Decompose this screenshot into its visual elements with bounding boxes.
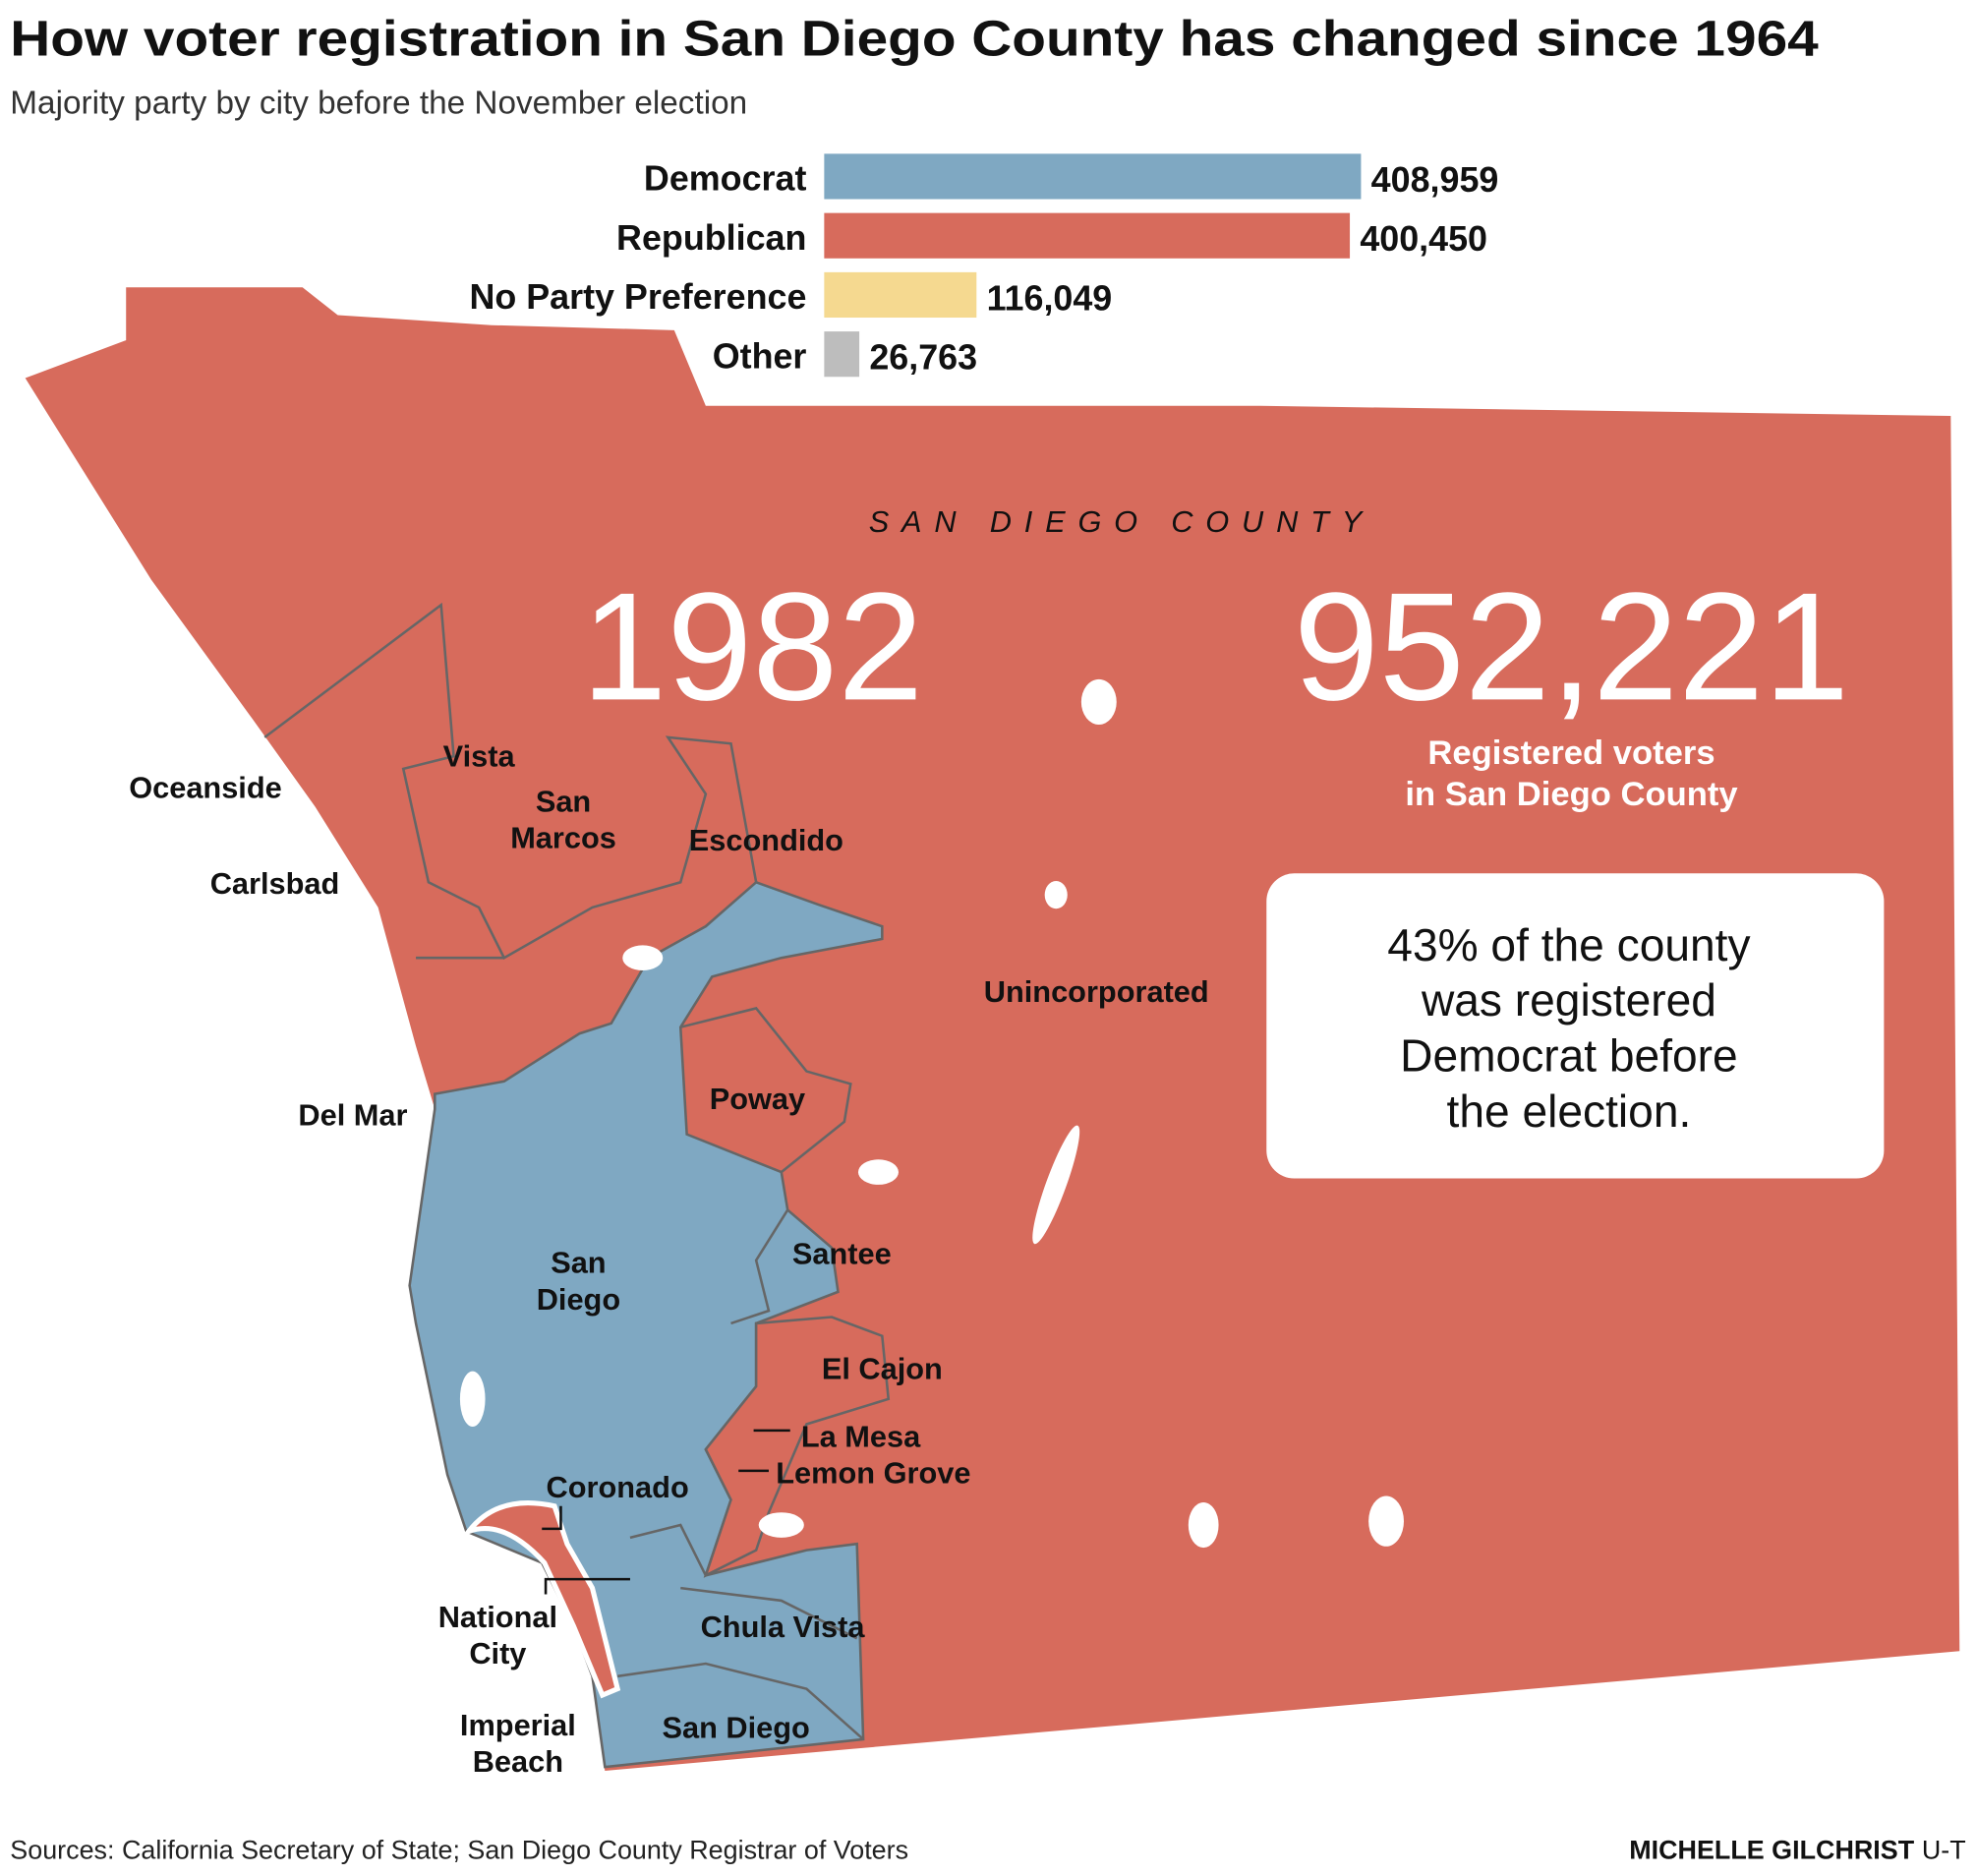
bar xyxy=(824,271,977,319)
callout-line: was registered xyxy=(1421,974,1716,1026)
place-line: Carlsbad xyxy=(210,866,340,901)
city-boundaries xyxy=(263,602,864,1740)
bar xyxy=(824,212,1351,259)
year: 1982 xyxy=(581,560,923,733)
credit-name: MICHELLE GILCHRIST xyxy=(1629,1836,1915,1865)
place-label: Santee xyxy=(792,1237,892,1271)
total-caption: Registered voters xyxy=(1427,734,1714,772)
total-voters: 952,221 xyxy=(1294,560,1849,733)
title: How voter registration in San Diego Coun… xyxy=(10,10,1819,66)
leader-lines xyxy=(542,1429,790,1595)
place-line: San xyxy=(551,1246,606,1280)
place-line: Santee xyxy=(792,1237,892,1271)
category-label: No Party Preference xyxy=(469,277,806,317)
place-label: Carlsbad xyxy=(210,866,340,901)
place-line: El Cajon xyxy=(822,1351,943,1385)
credit-org: U-T xyxy=(1922,1836,1966,1865)
place-line: Escondido xyxy=(689,823,843,857)
source: Sources: California Secretary of State; … xyxy=(10,1836,908,1865)
place-label: Imperial Beach xyxy=(460,1708,576,1779)
place-line: Lemon Grove xyxy=(776,1456,970,1491)
total-caption: in San Diego County xyxy=(1405,776,1738,813)
place-label: Coronado xyxy=(547,1470,689,1504)
category-label: Democrat xyxy=(644,159,807,199)
callout-line: 43% of the county xyxy=(1387,919,1750,970)
value-label: 408,959 xyxy=(1371,160,1499,200)
place-line: Unincorporated xyxy=(984,974,1209,1009)
place-line: Poway xyxy=(710,1082,805,1116)
place-line: Coronado xyxy=(547,1470,689,1504)
place-label: Del Mar xyxy=(298,1098,407,1133)
place-label: Oceanside xyxy=(129,770,282,804)
place-line: Chula Vista xyxy=(701,1610,866,1644)
place-label: National City xyxy=(438,1600,557,1671)
category-label: Other xyxy=(713,336,807,376)
callout-line: Democrat before xyxy=(1400,1030,1738,1082)
place-label: San Marcos xyxy=(510,784,616,854)
place-label: San Diego xyxy=(537,1246,620,1317)
county-label: SAN DIEGO COUNTY xyxy=(869,504,1374,539)
map: SAN DIEGO COUNTY 1982 952,221 Registered… xyxy=(25,287,1960,1779)
place-line: Oceanside xyxy=(129,770,282,804)
category-label: Republican xyxy=(616,218,806,258)
place-line: San xyxy=(536,784,591,818)
place-line: Del Mar xyxy=(298,1098,407,1133)
lakes xyxy=(459,678,1405,1549)
value-label: 400,450 xyxy=(1360,219,1487,259)
credit: MICHELLE GILCHRIST U-T xyxy=(1629,1836,1966,1865)
place-label: Lemon Grove xyxy=(776,1456,970,1491)
bar xyxy=(824,153,1362,200)
place-label: San Diego xyxy=(662,1711,809,1745)
place-label: Chula Vista xyxy=(701,1610,866,1644)
place-label: Vista xyxy=(443,738,516,773)
coronado-region xyxy=(461,1500,621,1699)
bar xyxy=(824,331,860,378)
place-label: El Cajon xyxy=(822,1351,943,1385)
place-line: San Diego xyxy=(662,1711,809,1745)
value-label: 26,763 xyxy=(869,338,977,378)
callout-box xyxy=(1266,873,1885,1179)
place-label: La Mesa xyxy=(801,1420,921,1454)
place-label: Poway xyxy=(710,1082,805,1116)
place-line: Beach xyxy=(473,1744,563,1779)
place-line: Marcos xyxy=(510,821,616,855)
place-label: Escondido xyxy=(689,823,843,857)
value-label: 116,049 xyxy=(987,278,1113,318)
callout-line: the election. xyxy=(1447,1085,1692,1137)
place-line: City xyxy=(469,1636,526,1671)
place-line: Vista xyxy=(443,738,516,773)
place-line: National xyxy=(438,1600,557,1634)
bar-chart: Democrat 408,959 Republican 400,450 No Party… xyxy=(469,153,1499,378)
place-line: Diego xyxy=(537,1282,620,1317)
place-line: La Mesa xyxy=(801,1420,921,1454)
subtitle: Majority party by city before the Novemb… xyxy=(10,85,747,121)
place-label: Unincorporated xyxy=(984,974,1209,1009)
place-line: Imperial xyxy=(460,1708,576,1742)
